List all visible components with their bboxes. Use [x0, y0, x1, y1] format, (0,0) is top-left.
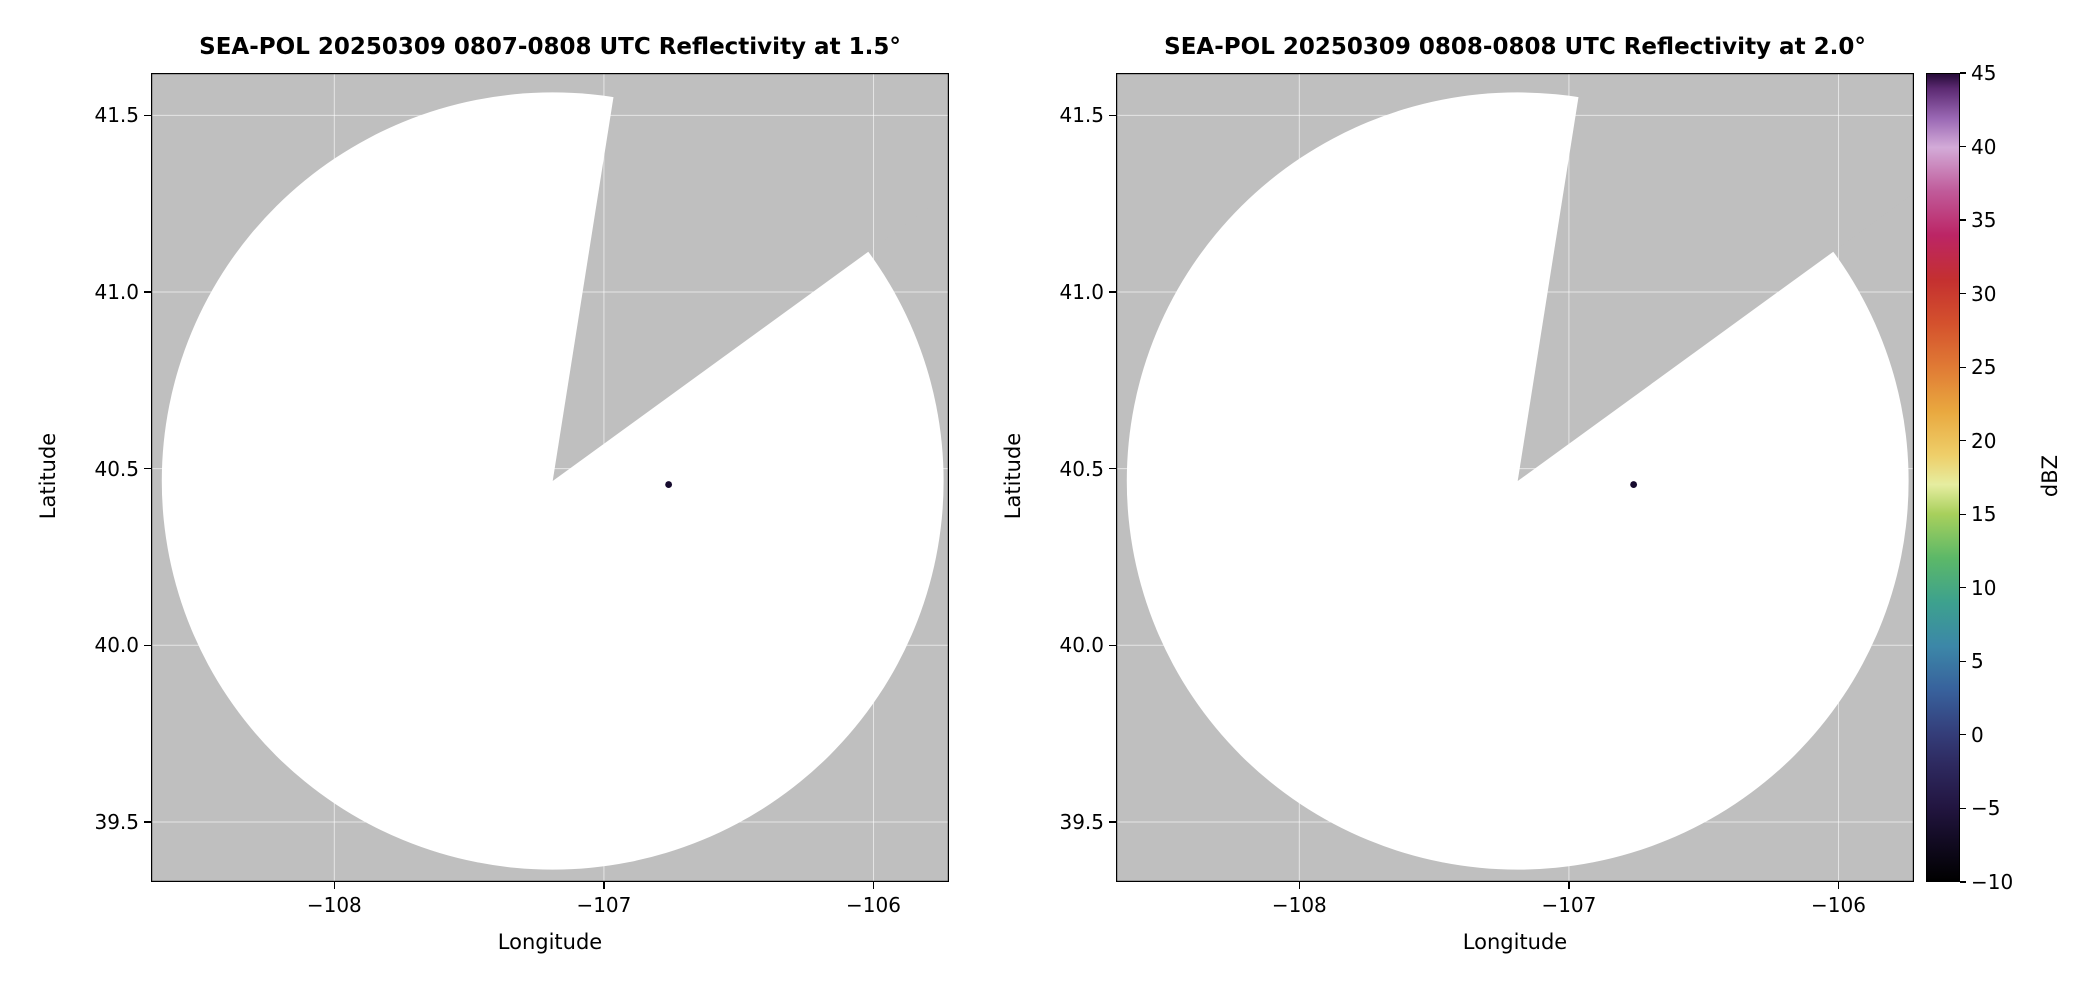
colorbar-tick-label: 30	[1971, 281, 1997, 306]
y-tick-label: 39.5	[94, 809, 139, 834]
axes-border	[151, 73, 949, 882]
y-tick-mark	[1109, 644, 1116, 646]
colorbar-tick-mark	[1960, 72, 1966, 74]
colorbar-tick-mark	[1960, 734, 1966, 736]
colorbar-axis-label: dBZ	[2038, 454, 2062, 498]
x-tick-mark	[872, 882, 875, 889]
colorbar-tick-mark	[1960, 660, 1966, 662]
colorbar-tick-label: 10	[1971, 575, 1997, 600]
colorbar-tick-label: 0	[1971, 722, 1984, 747]
colorbar	[1926, 73, 1960, 882]
colorbar-tick-mark	[1960, 293, 1966, 295]
colorbar-tick-label: 15	[1971, 502, 1997, 527]
radar-plot-left	[151, 73, 949, 882]
y-tick-label: 40.5	[1059, 456, 1104, 481]
y-tick-mark	[144, 821, 151, 823]
colorbar-tick-mark	[1960, 219, 1966, 221]
y-tick-mark	[1109, 114, 1116, 116]
radar-plot-right	[1116, 73, 1914, 882]
x-tick-label: −107	[576, 893, 632, 917]
axes-border	[1116, 73, 1914, 882]
y-tick-label: 39.5	[1059, 809, 1104, 834]
y-tick-label: 40.0	[1059, 633, 1104, 658]
blocked-sector-wedge	[1517, 73, 1914, 482]
y-tick-label: 40.0	[94, 633, 139, 658]
y-tick-label: 41.5	[1059, 103, 1104, 128]
colorbar-tick-label: 25	[1971, 355, 1997, 380]
colorbar-tick-mark	[1960, 366, 1966, 368]
colorbar-tick-mark	[1960, 881, 1966, 883]
x-tick-mark	[1568, 882, 1570, 889]
y-tick-mark	[144, 468, 151, 470]
echo-dot	[665, 481, 673, 488]
colorbar-tick-label: 20	[1971, 428, 1997, 453]
x-tick-mark	[1298, 882, 1300, 889]
colorbar-tick-mark	[1960, 145, 1966, 148]
colorbar-tick-mark	[1960, 513, 1966, 515]
x-tick-mark	[603, 882, 605, 889]
x-tick-mark	[1837, 882, 1840, 889]
x-tick-mark	[333, 882, 335, 889]
y-axis-label: Latitude	[1001, 432, 1025, 520]
x-tick-label: −108	[306, 893, 362, 917]
y-tick-label: 41.0	[1059, 280, 1104, 305]
x-tick-label: −107	[1541, 893, 1597, 917]
y-tick-mark	[1109, 821, 1116, 823]
blocked-sector-wedge	[552, 73, 949, 482]
colorbar-tick-label: 35	[1971, 208, 1997, 233]
y-tick-mark	[144, 644, 151, 646]
y-tick-label: 40.5	[94, 456, 139, 481]
colorbar-tick-mark	[1960, 807, 1966, 810]
panel-title: SEA-POL 20250309 0807-0808 UTC Reflectiv…	[199, 34, 901, 60]
colorbar-tick-mark	[1960, 587, 1966, 589]
echo-dot	[1630, 481, 1638, 488]
colorbar-tick-label: −5	[1971, 796, 2001, 821]
colorbar-gradient	[1927, 74, 1959, 881]
y-tick-label: 41.5	[94, 103, 139, 128]
colorbar-tick-label: 5	[1971, 649, 1984, 674]
y-tick-mark	[1109, 291, 1116, 293]
x-axis-label: Longitude	[1462, 930, 1568, 954]
x-tick-label: −106	[1811, 893, 1866, 917]
x-tick-label: −106	[846, 893, 901, 917]
colorbar-tick-label: −10	[1971, 870, 2014, 894]
x-tick-label: −108	[1271, 893, 1327, 917]
colorbar-tick-mark	[1960, 440, 1966, 442]
panel-title: SEA-POL 20250309 0808-0808 UTC Reflectiv…	[1164, 34, 1866, 60]
colorbar-tick-label: 40	[1971, 134, 1997, 159]
y-tick-mark	[1109, 468, 1116, 470]
y-tick-label: 41.0	[94, 280, 139, 305]
x-axis-label: Longitude	[497, 930, 603, 954]
y-tick-mark	[144, 114, 151, 116]
colorbar-tick-label: 45	[1971, 61, 1997, 85]
y-tick-mark	[144, 291, 151, 293]
